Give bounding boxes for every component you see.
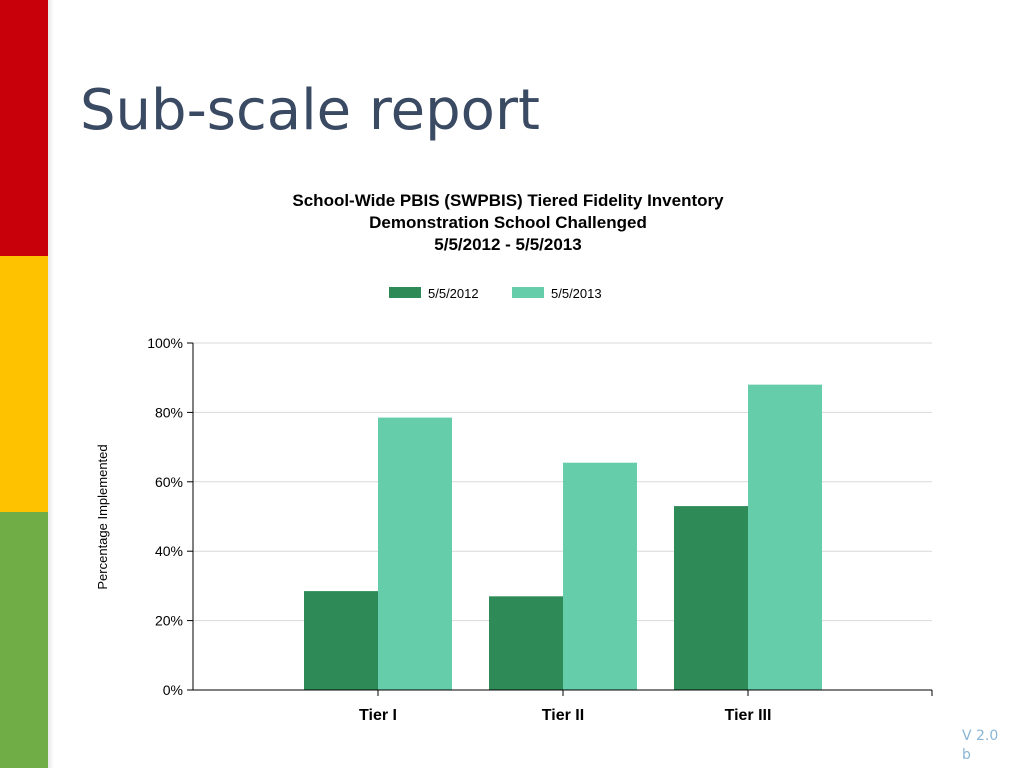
stripe-shadow <box>48 0 54 768</box>
bar-tier-i-series-2 <box>378 417 452 690</box>
bar-chart: School-Wide PBIS (SWPBIS) Tiered Fidelit… <box>95 191 933 724</box>
y-tick-label: 40% <box>155 543 183 559</box>
red-accent-stripe <box>0 0 48 256</box>
chart-title-line-1: School-Wide PBIS (SWPBIS) Tiered Fidelit… <box>292 191 724 210</box>
y-axis-ticks: 0% 20% 40% 60% 80% 100% <box>147 335 193 698</box>
y-tick-label: 80% <box>155 404 183 420</box>
y-tick-label: 100% <box>147 335 183 351</box>
chart-title-line-3: 5/5/2012 - 5/5/2013 <box>434 235 581 254</box>
bar-tier-iii-series-2 <box>748 384 822 690</box>
bar-tier-ii-series-1 <box>489 596 563 690</box>
chart-legend: 5/5/2012 5/5/2013 <box>389 286 602 301</box>
footer-line-1: V 2.0 <box>962 728 999 744</box>
x-tick-label: Tier II <box>542 707 584 724</box>
legend-swatch-series-1 <box>389 287 421 298</box>
y-tick-label: 20% <box>155 613 183 629</box>
yellow-accent-stripe <box>0 256 48 512</box>
footer-version: V 2.0 b <box>962 727 998 765</box>
bars <box>304 384 822 690</box>
bar-tier-iii-series-1 <box>674 506 748 690</box>
bar-tier-ii-series-2 <box>563 462 637 690</box>
chart-title-line-2: Demonstration School Challenged <box>369 213 647 232</box>
y-tick-label: 60% <box>155 474 183 490</box>
legend-label-series-1: 5/5/2012 <box>428 286 479 301</box>
legend-swatch-series-2 <box>512 287 544 298</box>
y-tick-label: 0% <box>163 682 183 698</box>
x-axis-tick-labels: Tier I Tier II Tier III <box>359 690 771 724</box>
legend-label-series-2: 5/5/2013 <box>551 286 602 301</box>
y-axis-label: Percentage Implemented <box>95 444 110 589</box>
chart-title: School-Wide PBIS (SWPBIS) Tiered Fidelit… <box>292 191 724 254</box>
slide-title: Sub-scale report <box>80 78 540 143</box>
bar-tier-i-series-1 <box>304 591 378 690</box>
x-tick-label: Tier I <box>359 707 397 724</box>
green-accent-stripe <box>0 512 48 768</box>
footer-line-2: b <box>962 747 971 763</box>
x-tick-label: Tier III <box>725 707 772 724</box>
